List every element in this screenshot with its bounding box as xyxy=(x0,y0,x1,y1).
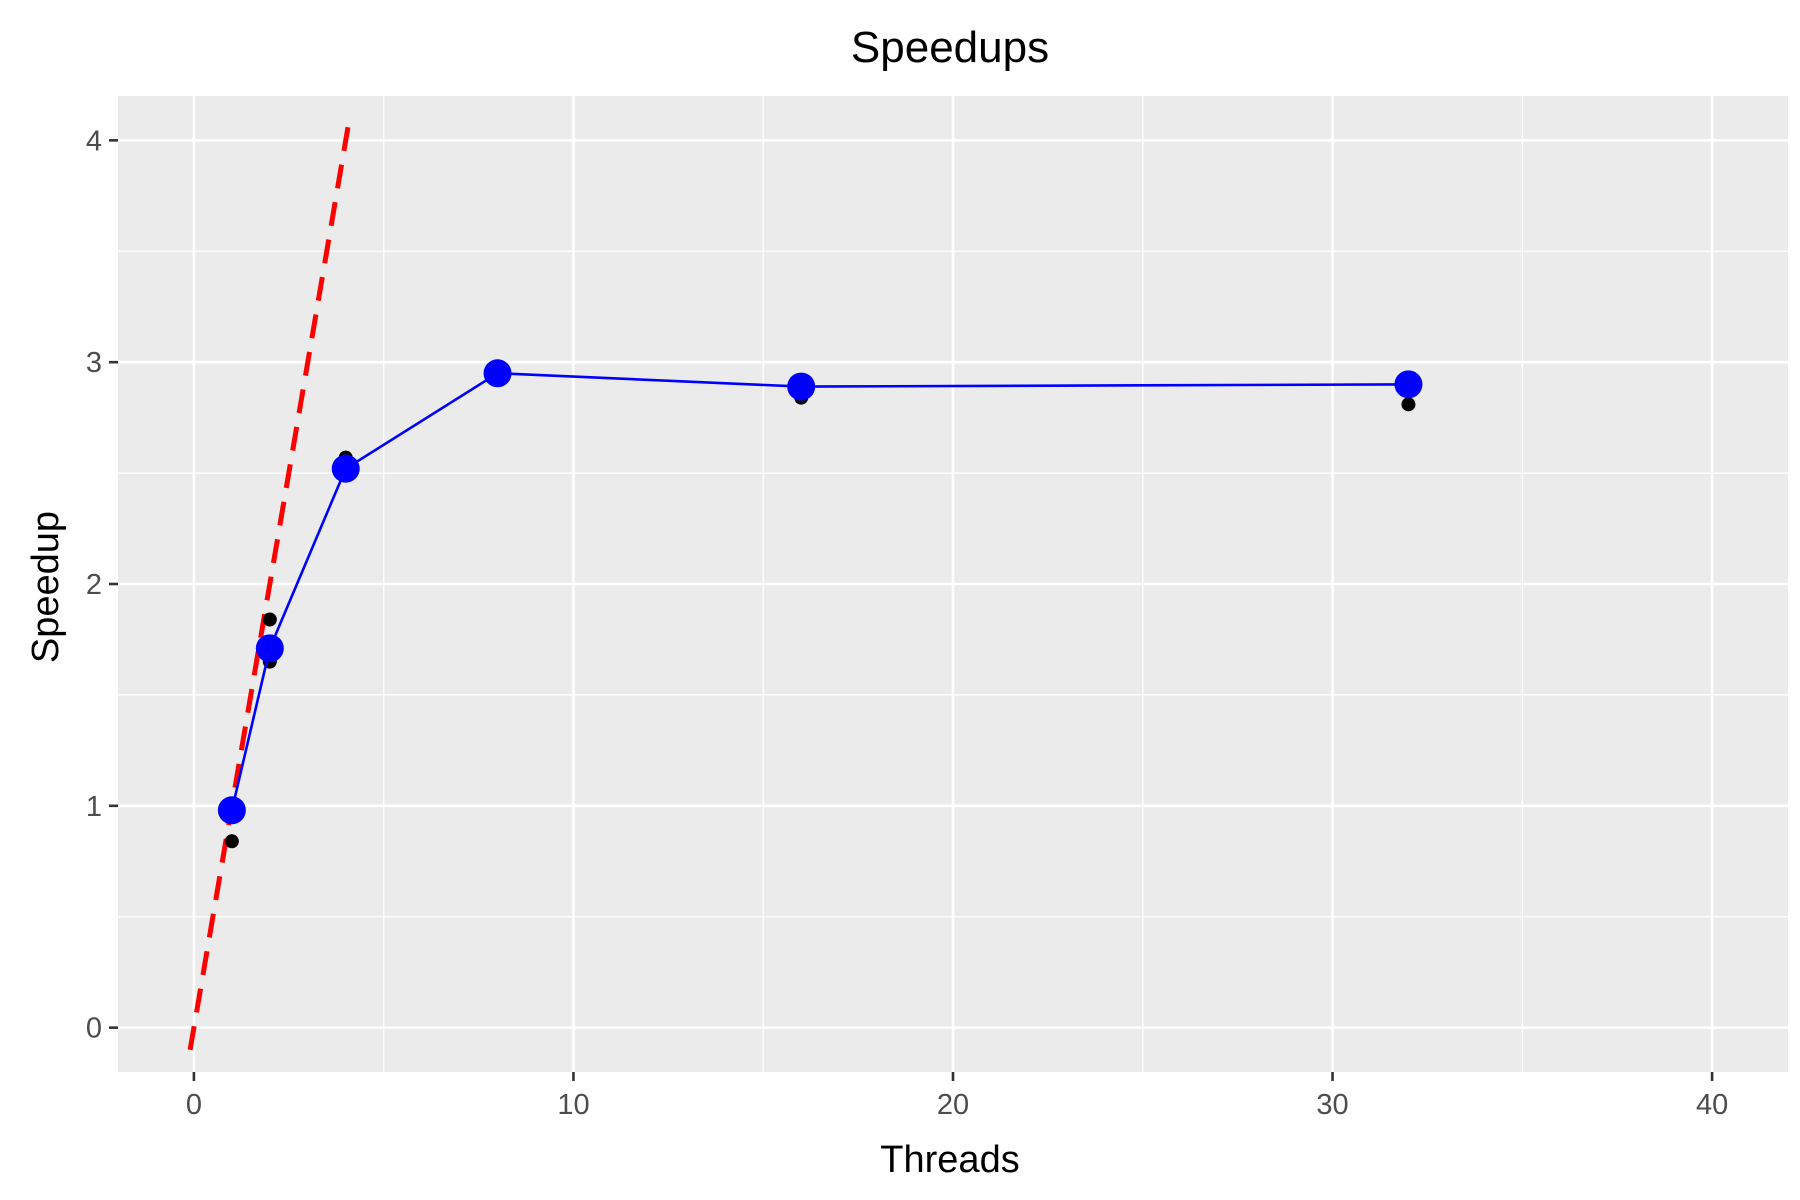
data-layer xyxy=(187,117,1423,1051)
plot-area xyxy=(118,96,1788,1072)
mean-speedup-line xyxy=(230,371,1409,811)
y-tick-label: 3 xyxy=(86,347,102,379)
ideal-speedup-line xyxy=(187,117,352,1051)
x-axis-title: Threads xyxy=(880,1139,1019,1181)
mean-speedup-point xyxy=(331,454,360,483)
observation-point xyxy=(1401,397,1416,412)
x-tick-label: 20 xyxy=(937,1089,969,1121)
axes: 0 10 20 30 40 0 1 2 3 4 xyxy=(86,125,1728,1121)
y-tick-label: 2 xyxy=(86,569,102,601)
mean-speedup-point xyxy=(217,796,246,825)
observation-point xyxy=(262,612,277,627)
y-tick-label: 4 xyxy=(86,125,102,157)
y-tick-label: 1 xyxy=(86,791,102,823)
mean-speedup-point xyxy=(1394,370,1423,399)
mean-speedup-point xyxy=(483,359,512,388)
x-tick-label: 10 xyxy=(557,1089,589,1121)
observation-point xyxy=(224,834,239,849)
mean-speedup-point xyxy=(255,634,284,663)
y-tick-label: 0 xyxy=(86,1013,102,1045)
x-tick-label: 40 xyxy=(1696,1089,1728,1121)
x-tick-label: 0 xyxy=(186,1089,202,1121)
x-tick-label: 30 xyxy=(1316,1089,1348,1121)
chart-title: Speedups xyxy=(851,23,1049,72)
y-axis-title: Speedup xyxy=(25,511,67,663)
mean-speedup-point xyxy=(787,372,816,401)
